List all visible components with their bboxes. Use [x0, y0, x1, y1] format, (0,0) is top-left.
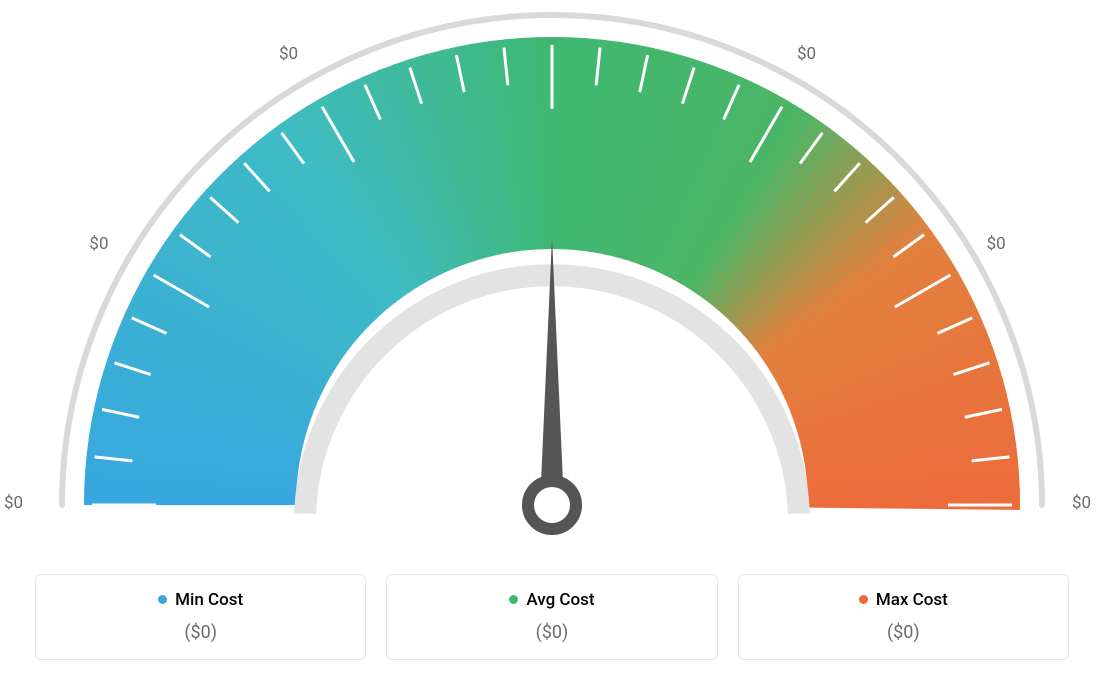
gauge-chart: $0$0$0$0$0$0$0	[52, 0, 1052, 560]
legend-card-min: Min Cost ($0)	[35, 574, 366, 660]
legend-value-max: ($0)	[749, 622, 1058, 643]
legend-dot-min	[158, 595, 167, 604]
scale-label: $0	[89, 234, 108, 254]
scale-label: $0	[4, 493, 23, 513]
legend-title-avg: Avg Cost	[509, 590, 594, 610]
legend-title-min: Min Cost	[158, 590, 243, 610]
legend-row: Min Cost ($0) Avg Cost ($0) Max Cost ($0…	[35, 574, 1069, 660]
legend-label-min: Min Cost	[175, 590, 243, 610]
scale-label: $0	[1072, 493, 1091, 513]
legend-dot-max	[859, 595, 868, 604]
legend-title-max: Max Cost	[859, 590, 948, 610]
gauge-svg	[52, 0, 1052, 560]
legend-dot-avg	[509, 595, 518, 604]
scale-label: $0	[987, 234, 1006, 254]
legend-label-max: Max Cost	[876, 590, 948, 610]
scale-label: $0	[797, 44, 816, 64]
legend-card-avg: Avg Cost ($0)	[386, 574, 717, 660]
scale-label: $0	[279, 44, 298, 64]
legend-card-max: Max Cost ($0)	[738, 574, 1069, 660]
legend-label-avg: Avg Cost	[526, 590, 594, 610]
legend-value-min: ($0)	[46, 622, 355, 643]
legend-value-avg: ($0)	[397, 622, 706, 643]
